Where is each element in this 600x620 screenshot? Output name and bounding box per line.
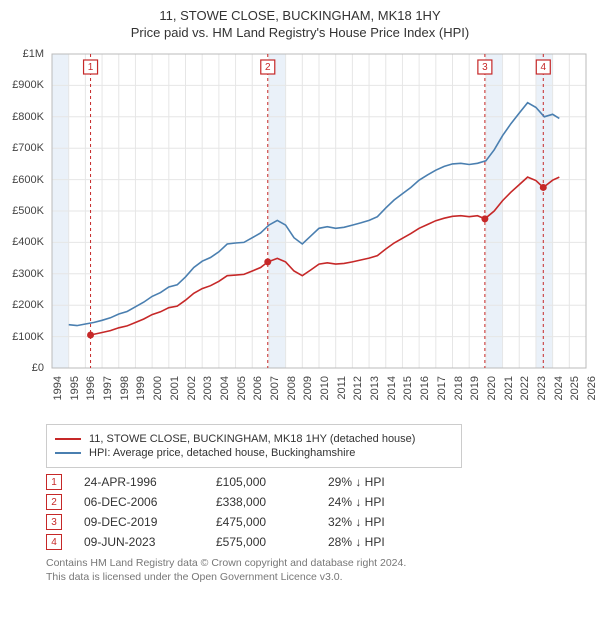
- x-axis-label: 2006: [252, 376, 264, 410]
- y-axis-label: £100K: [4, 331, 44, 343]
- x-axis-label: 2020: [486, 376, 498, 410]
- x-axis-label: 2002: [186, 376, 198, 410]
- x-axis-label: 1999: [135, 376, 147, 410]
- x-axis-label: 2021: [503, 376, 515, 410]
- legend-label: 11, STOWE CLOSE, BUCKINGHAM, MK18 1HY (d…: [89, 433, 415, 445]
- x-axis-label: 2010: [319, 376, 331, 410]
- price-chart: 1 2 3 4 £0 £100K £200K £300K £400K £500K £600K £70…: [6, 46, 592, 416]
- sale-date: 09-JUN-2023: [84, 535, 194, 549]
- x-axis-label: 2011: [336, 376, 348, 410]
- x-axis-label: 2009: [302, 376, 314, 410]
- svg-text:3: 3: [482, 62, 488, 73]
- sale-marker-icon: 3: [46, 514, 62, 530]
- x-axis-label: 2022: [519, 376, 531, 410]
- legend-item: HPI: Average price, detached house, Buck…: [55, 447, 453, 459]
- x-axis-label: 1997: [102, 376, 114, 410]
- y-axis-label: £1M: [4, 48, 44, 60]
- sale-row: 3 09-DEC-2019 £475,000 32% ↓ HPI: [46, 514, 594, 530]
- x-axis-label: 2026: [586, 376, 598, 410]
- x-axis-label: 2016: [419, 376, 431, 410]
- sale-marker-icon: 1: [46, 474, 62, 490]
- chart-legend: 11, STOWE CLOSE, BUCKINGHAM, MK18 1HY (d…: [46, 424, 462, 468]
- x-axis-label: 2019: [469, 376, 481, 410]
- y-axis-label: £400K: [4, 236, 44, 248]
- page-title: 11, STOWE CLOSE, BUCKINGHAM, MK18 1HY: [6, 8, 594, 23]
- x-axis-label: 2014: [386, 376, 398, 410]
- x-axis-label: 1998: [119, 376, 131, 410]
- y-axis-label: £500K: [4, 205, 44, 217]
- y-axis-label: £0: [4, 362, 44, 374]
- x-axis-label: 1995: [69, 376, 81, 410]
- sale-row: 1 24-APR-1996 £105,000 29% ↓ HPI: [46, 474, 594, 490]
- sale-marker-icon: 2: [46, 494, 62, 510]
- sale-marker-icon: 4: [46, 534, 62, 550]
- x-axis-label: 2025: [569, 376, 581, 410]
- x-axis-label: 2008: [286, 376, 298, 410]
- x-axis-label: 2003: [202, 376, 214, 410]
- x-axis-label: 2017: [436, 376, 448, 410]
- chart-svg: 1 2 3 4: [6, 46, 592, 406]
- svg-text:1: 1: [88, 62, 94, 73]
- y-axis-label: £800K: [4, 111, 44, 123]
- x-axis-label: 1996: [85, 376, 97, 410]
- sale-date: 09-DEC-2019: [84, 515, 194, 529]
- sale-delta: 28% ↓ HPI: [328, 535, 428, 549]
- page-subtitle: Price paid vs. HM Land Registry's House …: [6, 25, 594, 40]
- sale-date: 06-DEC-2006: [84, 495, 194, 509]
- x-axis-label: 2018: [453, 376, 465, 410]
- x-axis-label: 2023: [536, 376, 548, 410]
- x-axis-label: 2007: [269, 376, 281, 410]
- x-axis-label: 2000: [152, 376, 164, 410]
- svg-text:2: 2: [265, 62, 271, 73]
- x-axis-label: 2001: [169, 376, 181, 410]
- footer-line: Contains HM Land Registry data © Crown c…: [46, 556, 594, 570]
- x-axis-label: 2015: [402, 376, 414, 410]
- sale-price: £475,000: [216, 515, 306, 529]
- sale-delta: 24% ↓ HPI: [328, 495, 428, 509]
- legend-label: HPI: Average price, detached house, Buck…: [89, 447, 355, 459]
- sale-date: 24-APR-1996: [84, 475, 194, 489]
- sale-price: £575,000: [216, 535, 306, 549]
- sales-table: 1 24-APR-1996 £105,000 29% ↓ HPI 2 06-DEC-200…: [46, 474, 594, 550]
- y-axis-label: £900K: [4, 79, 44, 91]
- legend-swatch: [55, 438, 81, 440]
- sale-delta: 29% ↓ HPI: [328, 475, 428, 489]
- x-axis-label: 2005: [236, 376, 248, 410]
- sale-price: £105,000: [216, 475, 306, 489]
- x-axis-label: 2012: [352, 376, 364, 410]
- sale-delta: 32% ↓ HPI: [328, 515, 428, 529]
- x-axis-label: 2013: [369, 376, 381, 410]
- footer-line: This data is licensed under the Open Gov…: [46, 570, 594, 584]
- sale-price: £338,000: [216, 495, 306, 509]
- legend-item: 11, STOWE CLOSE, BUCKINGHAM, MK18 1HY (d…: [55, 433, 453, 445]
- attribution-footer: Contains HM Land Registry data © Crown c…: [46, 556, 594, 584]
- y-axis-label: £300K: [4, 268, 44, 280]
- legend-swatch: [55, 452, 81, 454]
- x-axis-label: 1994: [52, 376, 64, 410]
- svg-text:4: 4: [540, 62, 546, 73]
- x-axis-label: 2004: [219, 376, 231, 410]
- y-axis-label: £600K: [4, 174, 44, 186]
- y-axis-label: £200K: [4, 299, 44, 311]
- y-axis-label: £700K: [4, 142, 44, 154]
- sale-row: 2 06-DEC-2006 £338,000 24% ↓ HPI: [46, 494, 594, 510]
- sale-row: 4 09-JUN-2023 £575,000 28% ↓ HPI: [46, 534, 594, 550]
- x-axis-label: 2024: [553, 376, 565, 410]
